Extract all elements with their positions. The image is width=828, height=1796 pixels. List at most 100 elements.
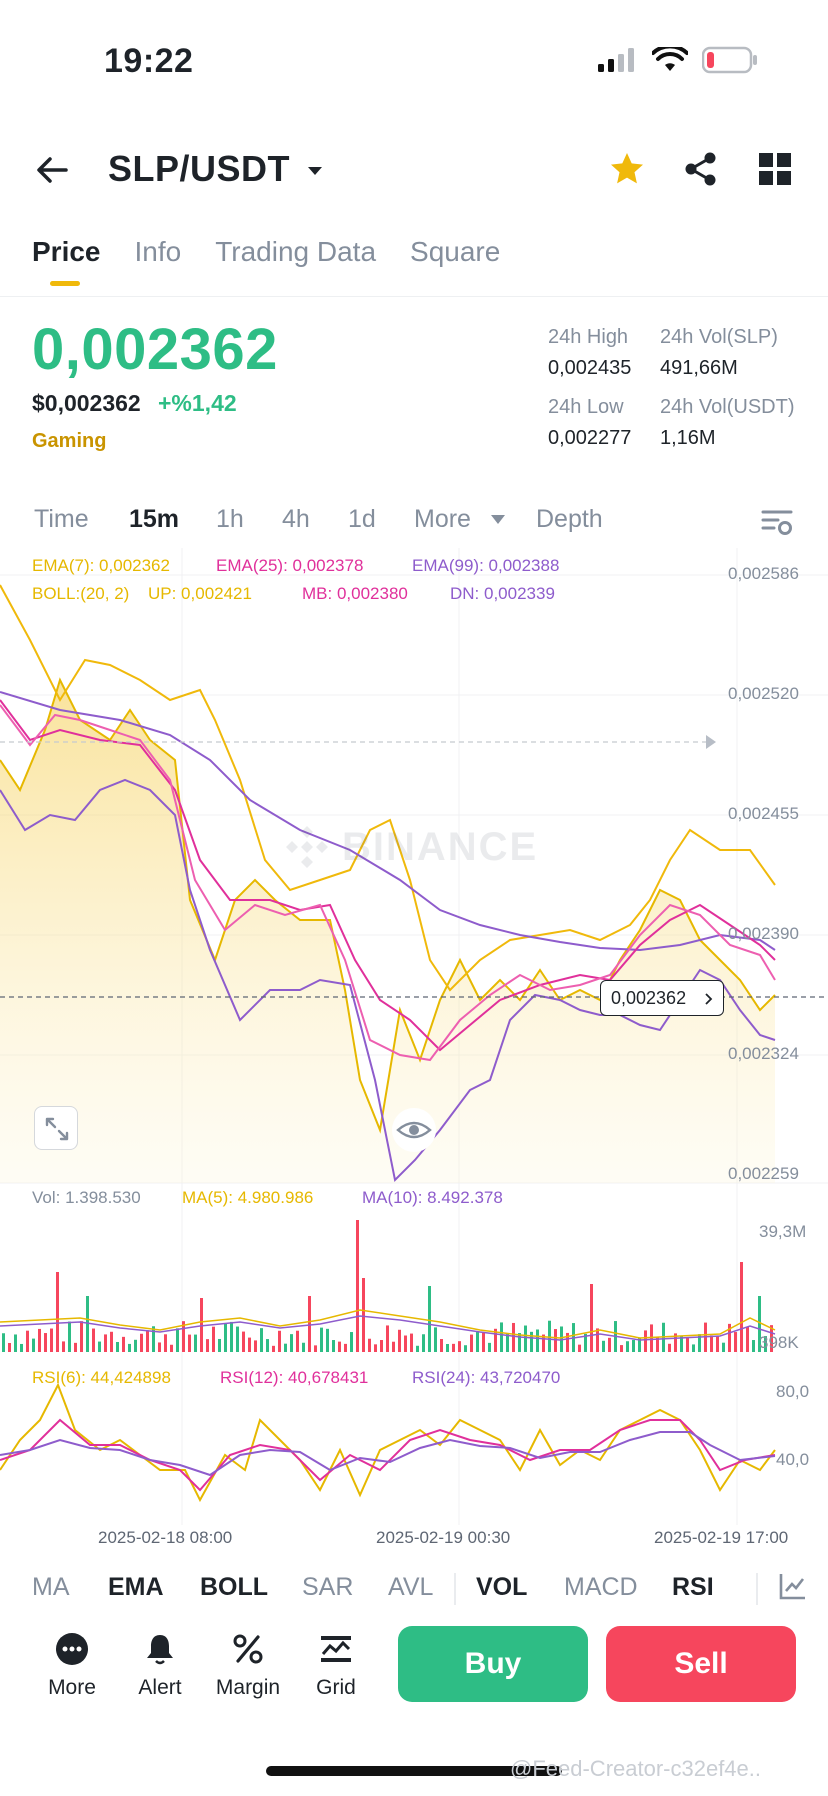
- back-arrow-icon[interactable]: [32, 150, 72, 190]
- indicator-macd[interactable]: MACD: [564, 1573, 638, 1601]
- volume-bar: [254, 1340, 257, 1352]
- caret-down-icon[interactable]: [306, 162, 324, 180]
- volume-bar: [626, 1341, 629, 1352]
- volume-bar: [500, 1322, 503, 1352]
- more-button[interactable]: More: [32, 1632, 112, 1700]
- volume-bar: [236, 1326, 239, 1352]
- fullscreen-button[interactable]: [34, 1106, 78, 1150]
- status-icons: [598, 46, 758, 74]
- volume-bar: [98, 1341, 101, 1352]
- volume-bar: [746, 1326, 749, 1352]
- volume-bar: [446, 1343, 449, 1352]
- price-area-fill: [0, 680, 775, 1183]
- volume-bar: [110, 1331, 113, 1352]
- battery-icon: [702, 46, 757, 74]
- tabs-divider: [0, 296, 828, 297]
- volume-bar: [212, 1326, 215, 1352]
- volume-bar: [272, 1345, 275, 1352]
- indicator-sar[interactable]: SAR: [302, 1573, 354, 1601]
- interval-15m[interactable]: 15m: [129, 505, 180, 533]
- volume-bar: [74, 1342, 77, 1352]
- vol-ma10-line: [0, 1315, 776, 1341]
- candlestick-chart[interactable]: [0, 548, 828, 1528]
- time-axis-label: 2025-02-18 08:00: [98, 1528, 233, 1547]
- interval-depth[interactable]: Depth: [536, 505, 603, 533]
- interval-4h[interactable]: 4h: [282, 505, 310, 533]
- volume-bar: [764, 1336, 767, 1352]
- last-price: 0,002362: [32, 317, 278, 382]
- indicator-vol[interactable]: VOL: [476, 1573, 528, 1601]
- sell-button[interactable]: Sell: [606, 1626, 796, 1702]
- ema25-line: [0, 699, 776, 1052]
- indicator-ma[interactable]: MA: [32, 1573, 70, 1601]
- tab-price[interactable]: Price: [32, 236, 101, 286]
- tab-square[interactable]: Square: [410, 236, 501, 267]
- tab-info[interactable]: Info: [134, 236, 182, 267]
- volume-bar: [404, 1335, 407, 1352]
- volume-bar: [296, 1330, 299, 1352]
- vol-ma5-line: [0, 1309, 776, 1339]
- indicator-separator: [756, 1573, 758, 1605]
- boll-up-label: UP: 0,002421: [148, 584, 252, 603]
- more-label: More: [48, 1676, 96, 1699]
- price-line: [0, 677, 776, 1134]
- stat-value: 0,002435: [548, 357, 632, 379]
- volume-bar: [770, 1325, 773, 1352]
- volume-bar: [428, 1286, 431, 1352]
- volume-bar: [488, 1342, 491, 1352]
- volume-bar: [638, 1338, 641, 1352]
- volume-bar: [692, 1344, 695, 1352]
- volume-bar: [458, 1341, 461, 1352]
- volume-bar: [8, 1342, 11, 1352]
- tab-trading-data[interactable]: Trading Data: [215, 236, 377, 267]
- volume-bar: [362, 1278, 365, 1352]
- indicator-rsi[interactable]: RSI: [672, 1573, 714, 1601]
- volume-bar: [596, 1328, 599, 1352]
- volume-bar: [320, 1327, 323, 1352]
- footer-watermark: @Feed-Creator-c32ef4e..: [510, 1756, 762, 1781]
- interval-more[interactable]: More: [414, 505, 471, 533]
- expand-icon: [45, 1117, 69, 1141]
- category-tag[interactable]: Gaming: [32, 430, 107, 452]
- indicator-settings-icon[interactable]: [778, 1571, 808, 1601]
- volume-bar: [584, 1333, 587, 1352]
- favorite-star-icon[interactable]: [608, 150, 646, 188]
- volume-bar: [224, 1323, 227, 1352]
- pair-title[interactable]: SLP/USDT: [108, 148, 291, 189]
- volume-bar: [392, 1341, 395, 1352]
- margin-button[interactable]: Margin: [208, 1632, 288, 1700]
- grid-button[interactable]: Grid: [296, 1632, 376, 1700]
- interval-1h[interactable]: 1h: [216, 505, 244, 533]
- volume-bar: [566, 1332, 569, 1352]
- volume-axis-bottom: 398K: [759, 1333, 799, 1352]
- share-icon[interactable]: [682, 150, 720, 188]
- interval-time[interactable]: Time: [34, 505, 89, 533]
- layout-grid-icon[interactable]: [758, 152, 792, 186]
- volume-bar: [158, 1342, 161, 1352]
- toggle-visibility-button[interactable]: [392, 1108, 436, 1152]
- volume-bar: [758, 1296, 761, 1352]
- alert-button[interactable]: Alert: [120, 1632, 200, 1700]
- volume-axis-top: 39,3M: [759, 1222, 807, 1241]
- indicator-ema[interactable]: EMA: [108, 1573, 164, 1601]
- volume-bar: [80, 1321, 83, 1352]
- volume-bar: [494, 1328, 497, 1352]
- current-price-tag[interactable]: 0,002362: [600, 980, 724, 1016]
- volume-bar: [440, 1339, 443, 1352]
- volume-bar: [50, 1328, 53, 1352]
- rsi12-label: RSI(12): 40,678431: [220, 1368, 369, 1387]
- interval-1d[interactable]: 1d: [348, 505, 376, 533]
- indicator-avl[interactable]: AVL: [388, 1573, 434, 1601]
- volume-bar: [170, 1344, 173, 1352]
- caret-down-icon[interactable]: [490, 513, 506, 527]
- volume-bar: [14, 1334, 17, 1352]
- ema25-label: EMA(25): 0,002378: [216, 556, 364, 575]
- buy-button[interactable]: Buy: [398, 1626, 588, 1702]
- indicator-boll[interactable]: BOLL: [200, 1573, 269, 1601]
- stat-label: 24h High: [548, 326, 629, 348]
- chart-settings-icon[interactable]: [760, 505, 794, 539]
- boll-upper-line: [0, 584, 776, 992]
- volume-bar: [482, 1332, 485, 1352]
- volume-bar: [524, 1325, 527, 1352]
- stat-24h-low: 24h Low 0,002277: [548, 396, 631, 450]
